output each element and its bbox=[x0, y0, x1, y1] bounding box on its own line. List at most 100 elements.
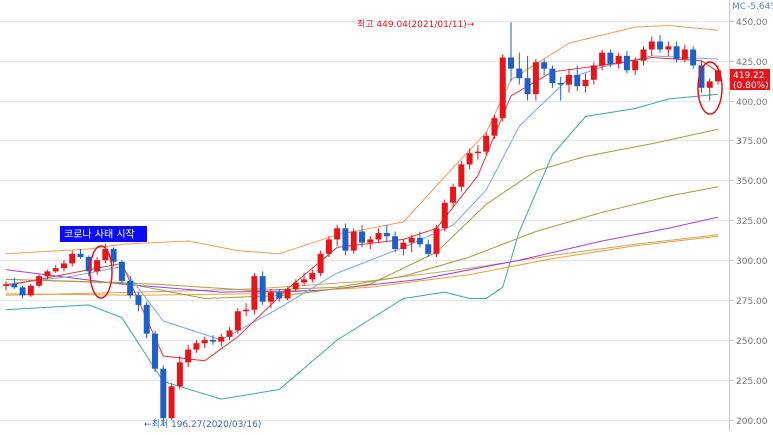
candle-body bbox=[185, 349, 192, 363]
candle-body bbox=[77, 253, 84, 258]
ma-purple-line bbox=[5, 216, 719, 293]
candle-body bbox=[334, 228, 341, 240]
candle bbox=[234, 308, 241, 334]
candle bbox=[284, 287, 291, 301]
candle-body bbox=[632, 60, 639, 71]
candle-body bbox=[201, 340, 208, 344]
candle bbox=[491, 114, 498, 139]
candle bbox=[243, 303, 250, 317]
candle-body bbox=[491, 118, 498, 136]
candle bbox=[657, 35, 664, 53]
candle bbox=[408, 234, 415, 253]
candle bbox=[334, 225, 341, 246]
y-tick-label: 375.00 bbox=[736, 137, 768, 147]
candle bbox=[292, 279, 299, 293]
last-price-box bbox=[730, 69, 770, 90]
candle bbox=[52, 264, 59, 273]
candle-body bbox=[698, 65, 705, 88]
candle-body bbox=[267, 292, 274, 302]
candle bbox=[317, 250, 324, 277]
candle-body bbox=[367, 239, 374, 243]
candle bbox=[168, 383, 175, 420]
candle bbox=[615, 52, 622, 69]
candle bbox=[152, 330, 159, 372]
candle bbox=[367, 236, 374, 250]
candle-body bbox=[259, 276, 266, 302]
candle-body bbox=[160, 368, 167, 419]
candle bbox=[19, 285, 26, 299]
candle-body bbox=[11, 284, 18, 288]
y-tick-label: 425.00 bbox=[736, 58, 768, 68]
candle bbox=[706, 78, 713, 101]
candle bbox=[392, 231, 399, 253]
candle-body bbox=[706, 81, 713, 88]
candle-body bbox=[590, 65, 597, 80]
candle-body bbox=[44, 271, 51, 277]
candle bbox=[474, 145, 481, 160]
candle bbox=[400, 239, 407, 256]
candle bbox=[632, 57, 639, 76]
y-tick-label: 400.00 bbox=[736, 98, 768, 108]
y-tick-label: 200.00 bbox=[736, 417, 768, 427]
y-tick-label: 225.00 bbox=[736, 377, 768, 387]
y-tick-label: 275.00 bbox=[736, 297, 768, 307]
candle-body bbox=[425, 244, 432, 254]
candle bbox=[110, 247, 117, 267]
candle-body bbox=[317, 253, 324, 273]
candle bbox=[143, 301, 150, 339]
candle-body bbox=[474, 151, 481, 154]
candle-body bbox=[325, 239, 332, 254]
last-price-value: 419.22 bbox=[733, 71, 765, 81]
candle-body bbox=[483, 135, 490, 152]
candle bbox=[209, 335, 216, 345]
candle bbox=[185, 344, 192, 368]
candle bbox=[325, 236, 332, 258]
candle-body bbox=[549, 68, 556, 84]
ma-olive-line bbox=[5, 186, 719, 292]
candle-body bbox=[19, 287, 26, 296]
latest-price-marker bbox=[697, 61, 723, 115]
candle-body bbox=[118, 261, 125, 281]
candle-body bbox=[524, 78, 531, 95]
candle bbox=[44, 269, 51, 280]
candle bbox=[85, 255, 92, 277]
bollinger-upper-line bbox=[5, 24, 719, 255]
candle bbox=[259, 271, 266, 305]
candle-body bbox=[135, 295, 142, 305]
candle bbox=[582, 73, 589, 93]
candle-body bbox=[143, 304, 150, 334]
candle-body bbox=[292, 282, 299, 289]
last-price-change: (0.80%) bbox=[733, 81, 769, 91]
ma-orange-line bbox=[5, 235, 719, 296]
corona-label: 코로나 사태 시작 bbox=[64, 229, 135, 241]
candle-body bbox=[284, 288, 291, 299]
candle-body bbox=[359, 231, 365, 243]
candle-body bbox=[226, 330, 233, 337]
candle-body bbox=[607, 52, 614, 64]
candle bbox=[416, 231, 423, 248]
candle bbox=[350, 228, 357, 254]
candle bbox=[251, 272, 258, 315]
candle bbox=[176, 355, 183, 390]
ma-long-line bbox=[5, 128, 719, 300]
candle bbox=[94, 257, 101, 275]
candle bbox=[36, 274, 43, 288]
candle-body bbox=[541, 62, 548, 69]
ma-tan-line bbox=[5, 234, 719, 296]
candle-body bbox=[94, 260, 101, 272]
candle-body bbox=[36, 276, 43, 286]
candle bbox=[499, 54, 506, 122]
candle bbox=[681, 44, 688, 63]
candle bbox=[359, 225, 365, 248]
candle-body bbox=[350, 231, 357, 251]
candle bbox=[193, 340, 200, 353]
candle bbox=[135, 292, 142, 312]
candle bbox=[698, 60, 705, 93]
candle bbox=[77, 249, 84, 259]
candle bbox=[27, 284, 34, 297]
candle-body bbox=[127, 280, 134, 296]
candle-body bbox=[3, 284, 9, 286]
y-tick-label: 350.00 bbox=[736, 177, 768, 187]
candle-body bbox=[85, 257, 92, 272]
candle-body bbox=[508, 57, 515, 69]
